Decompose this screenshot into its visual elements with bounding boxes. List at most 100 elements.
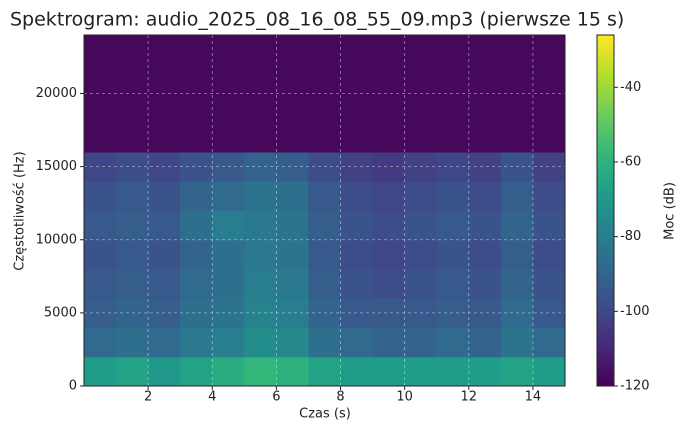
colorbar-segment	[597, 140, 614, 145]
cell	[212, 122, 245, 153]
colorbar-segment	[597, 375, 614, 380]
cell	[276, 35, 309, 65]
colorbar-segment	[597, 185, 614, 190]
colorbar-segment	[597, 214, 614, 219]
cell	[372, 239, 406, 270]
cell	[436, 269, 470, 299]
colorbar-segment	[597, 66, 614, 71]
cell	[180, 210, 213, 241]
cell	[308, 239, 342, 270]
cell	[404, 122, 438, 153]
cell	[180, 181, 213, 211]
colorbar-tick-label: -40	[620, 80, 641, 95]
colorbar-segment	[597, 245, 614, 250]
cell	[404, 356, 438, 387]
colorbar-segment	[597, 329, 614, 334]
colorbar-segment	[597, 108, 614, 113]
cell	[372, 35, 406, 65]
cell	[276, 181, 309, 211]
cell	[148, 181, 181, 211]
cell	[340, 210, 374, 241]
cell	[148, 327, 181, 358]
colorbar-segment	[597, 56, 614, 61]
cell	[212, 210, 245, 241]
colorbar-segment	[597, 343, 614, 348]
colorbar-segment	[597, 164, 614, 169]
cell	[276, 122, 309, 153]
cell	[436, 93, 470, 124]
colorbar-segment	[597, 119, 614, 124]
colorbar-segment	[597, 298, 614, 303]
cell	[148, 35, 181, 65]
cell	[500, 64, 534, 94]
cell	[116, 35, 149, 65]
cell	[372, 327, 406, 358]
cell	[340, 356, 374, 387]
cell	[308, 210, 342, 241]
cell	[148, 122, 181, 153]
colorbar-segment	[597, 175, 614, 180]
colorbar-segment	[597, 256, 614, 261]
x-tick-label: 8	[336, 390, 344, 405]
cell	[308, 35, 342, 65]
colorbar-segment	[597, 357, 614, 362]
colorbar-segment	[597, 371, 614, 376]
cell	[180, 327, 213, 358]
colorbar-segment	[597, 231, 614, 236]
colorbar-segment	[597, 87, 614, 92]
colorbar-segment	[597, 319, 614, 324]
y-tick-label: 5000	[44, 305, 77, 320]
cell	[308, 269, 342, 299]
colorbar-segment	[597, 301, 614, 306]
colorbar-segment	[597, 136, 614, 141]
cell	[468, 152, 502, 182]
cell	[212, 93, 245, 124]
cell	[180, 93, 213, 124]
cell	[84, 269, 117, 299]
colorbar-segment	[597, 315, 614, 320]
colorbar-segment	[597, 270, 614, 275]
colorbar-segment	[597, 112, 614, 117]
cell	[436, 122, 470, 153]
cell	[532, 35, 566, 65]
colorbar-segment	[597, 280, 614, 285]
cell	[436, 327, 470, 358]
cell	[276, 298, 309, 328]
colorbar-segment	[597, 35, 614, 40]
cell	[276, 93, 309, 124]
cell	[276, 152, 309, 182]
cell	[116, 327, 149, 358]
cell	[532, 181, 566, 211]
colorbar-segment	[597, 350, 614, 355]
cell	[84, 64, 117, 94]
cell	[436, 239, 470, 270]
cell	[212, 239, 245, 270]
cell	[468, 122, 502, 153]
cell	[276, 327, 309, 358]
cell	[116, 210, 149, 241]
colorbar-segment	[597, 73, 614, 78]
cell	[468, 298, 502, 328]
colorbar-segment	[597, 161, 614, 166]
cell	[340, 239, 374, 270]
cell	[372, 122, 406, 153]
cell	[404, 327, 438, 358]
cell	[532, 64, 566, 94]
cell	[244, 210, 277, 241]
cell	[500, 327, 534, 358]
cell	[308, 327, 342, 358]
colorbar-segment	[597, 147, 614, 152]
cell	[212, 181, 245, 211]
cell	[212, 35, 245, 65]
cell	[116, 122, 149, 153]
cell	[468, 210, 502, 241]
cell	[340, 35, 374, 65]
colorbar-segment	[597, 171, 614, 176]
colorbar-segment	[597, 308, 614, 313]
colorbar-segment	[597, 266, 614, 271]
x-tick-label: 10	[396, 390, 413, 405]
cell	[180, 356, 213, 387]
y-axis-label: Częstotliwość (Hz)	[13, 151, 28, 270]
y-tick-label: 10000	[36, 232, 77, 247]
cell	[404, 269, 438, 299]
